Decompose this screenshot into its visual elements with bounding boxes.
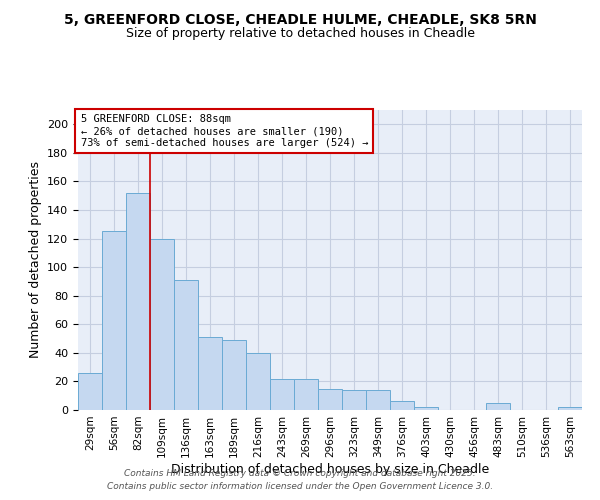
Bar bbox=[78, 373, 102, 410]
Bar bbox=[390, 402, 414, 410]
Bar bbox=[222, 340, 246, 410]
X-axis label: Distribution of detached houses by size in Cheadle: Distribution of detached houses by size … bbox=[171, 462, 489, 475]
Text: Size of property relative to detached houses in Cheadle: Size of property relative to detached ho… bbox=[125, 28, 475, 40]
Text: Contains public sector information licensed under the Open Government Licence 3.: Contains public sector information licen… bbox=[107, 482, 493, 491]
Bar bbox=[246, 353, 270, 410]
Bar bbox=[198, 337, 222, 410]
Bar bbox=[342, 390, 366, 410]
Bar bbox=[294, 378, 318, 410]
Text: 5, GREENFORD CLOSE, CHEADLE HULME, CHEADLE, SK8 5RN: 5, GREENFORD CLOSE, CHEADLE HULME, CHEAD… bbox=[64, 12, 536, 26]
Bar bbox=[126, 193, 150, 410]
Bar bbox=[486, 403, 510, 410]
Bar bbox=[270, 378, 294, 410]
Bar bbox=[414, 407, 438, 410]
Y-axis label: Number of detached properties: Number of detached properties bbox=[29, 162, 41, 358]
Bar bbox=[558, 407, 582, 410]
Bar bbox=[318, 388, 342, 410]
Text: Contains HM Land Registry data © Crown copyright and database right 2025.: Contains HM Land Registry data © Crown c… bbox=[124, 468, 476, 477]
Bar bbox=[366, 390, 390, 410]
Bar bbox=[150, 238, 174, 410]
Bar bbox=[174, 280, 198, 410]
Text: 5 GREENFORD CLOSE: 88sqm
← 26% of detached houses are smaller (190)
73% of semi-: 5 GREENFORD CLOSE: 88sqm ← 26% of detach… bbox=[80, 114, 368, 148]
Bar bbox=[102, 232, 126, 410]
